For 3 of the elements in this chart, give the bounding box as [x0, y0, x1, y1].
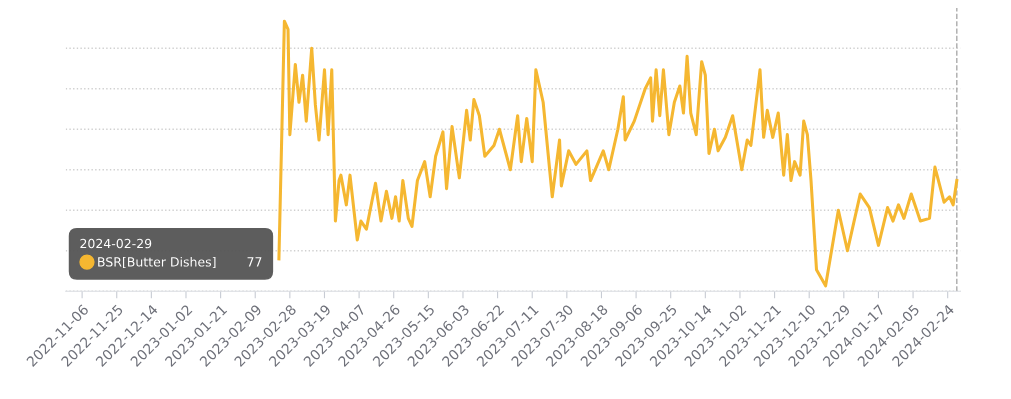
annotation: 77 — [247, 257, 262, 267]
legend-label: BSR[Butter Dishes] — [98, 256, 216, 269]
legend-title: 2024-02-29 — [80, 238, 152, 249]
